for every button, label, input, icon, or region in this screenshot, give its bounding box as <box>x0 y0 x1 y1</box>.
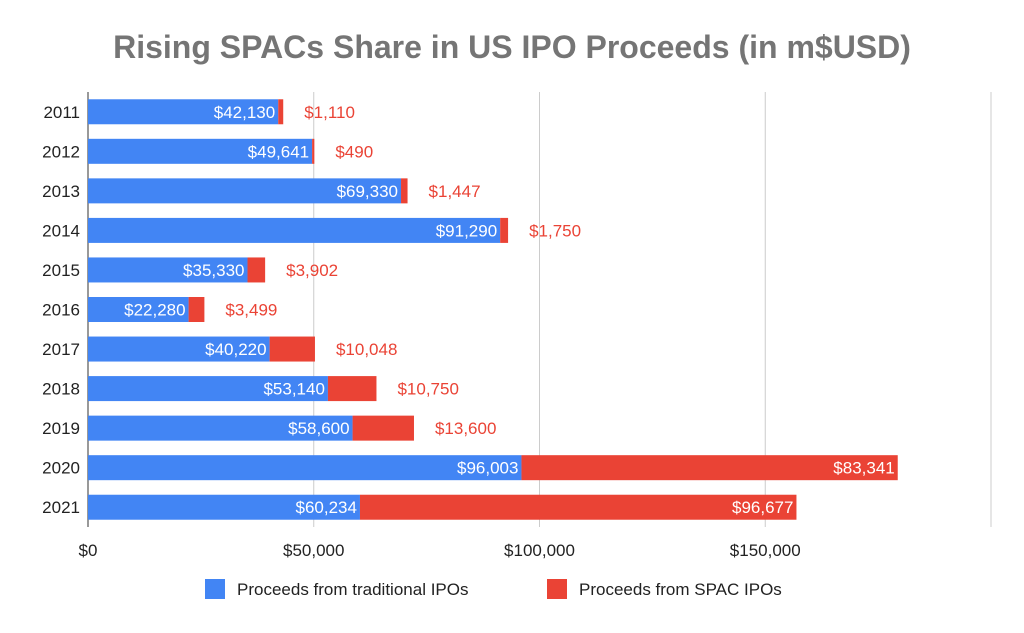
data-label-spac: $96,677 <box>732 498 793 517</box>
x-tick-label: $150,000 <box>730 541 801 560</box>
bar-spac <box>327 376 377 402</box>
data-label-spac: $1,447 <box>429 182 481 201</box>
bars <box>88 99 898 520</box>
data-label-spac: $490 <box>335 142 373 161</box>
gridlines <box>87 92 992 527</box>
bar-spac <box>269 336 315 362</box>
category-label: 2011 <box>43 103 80 122</box>
category-label: 2014 <box>42 221 80 240</box>
bar-traditional <box>88 178 402 204</box>
category-label: 2021 <box>42 498 80 517</box>
data-label-spac: $1,110 <box>304 103 355 122</box>
bar-traditional <box>88 455 522 481</box>
bar-spac <box>401 178 408 204</box>
category-labels: 2011 2012 2013 2014 2015 2016 2017 2018 2019 2020… <box>42 103 80 517</box>
category-label: 2012 <box>42 142 80 161</box>
bar-traditional <box>88 297 189 322</box>
bar-spac <box>188 297 205 322</box>
category-label: 2016 <box>42 301 80 320</box>
data-label-traditional: $42,130 <box>214 103 275 122</box>
bar-spac <box>500 217 509 243</box>
bar-traditional <box>88 376 328 402</box>
category-label: 2019 <box>42 419 80 438</box>
bar-traditional <box>88 415 353 441</box>
category-label: 2015 <box>42 261 80 280</box>
data-label-spac: $13,600 <box>435 419 496 438</box>
legend: Proceeds from traditional IPOs Proceeds f… <box>205 579 782 599</box>
data-label-spac: $10,750 <box>397 380 458 399</box>
x-tick-label: $50,000 <box>283 541 344 560</box>
bar-spac <box>352 415 414 441</box>
data-label-traditional: $53,140 <box>263 380 324 399</box>
category-label: 2013 <box>42 182 80 201</box>
data-label-spac: $3,902 <box>286 261 338 280</box>
legend-item-traditional-swatch <box>205 579 225 599</box>
legend-item-traditional-label: Proceeds from traditional IPOs <box>237 580 468 599</box>
bar-traditional <box>88 99 279 125</box>
bar-spac <box>278 99 284 125</box>
data-labels: $42,130 $1,110 $49,641 $490 $69,330 $1,447 $91… <box>124 103 895 517</box>
data-label-traditional: $22,280 <box>124 301 185 320</box>
data-label-traditional: $91,290 <box>436 221 497 240</box>
category-label: 2020 <box>42 459 80 478</box>
category-label: 2017 <box>42 340 80 359</box>
data-label-traditional: $69,330 <box>337 182 398 201</box>
bar-spac <box>359 494 797 520</box>
data-label-traditional: $60,234 <box>296 498 357 517</box>
legend-item-spac-label: Proceeds from SPAC IPOs <box>579 580 782 599</box>
bar-traditional <box>88 217 501 243</box>
data-label-spac: $1,750 <box>529 221 581 240</box>
category-label: 2018 <box>42 380 80 399</box>
data-label-traditional: $35,330 <box>183 261 244 280</box>
chart-title: Rising SPACs Share in US IPO Proceeds (i… <box>113 29 911 65</box>
x-tick-label: $100,000 <box>504 541 575 560</box>
bar-spac <box>247 257 266 283</box>
data-label-spac: $83,341 <box>833 459 894 478</box>
bar-spac <box>521 455 898 481</box>
x-tick-label: $0 <box>79 541 98 560</box>
data-label-traditional: $49,641 <box>248 142 309 161</box>
bar-traditional <box>88 336 270 362</box>
data-label-traditional: $40,220 <box>205 340 266 359</box>
bar-spac <box>312 138 315 164</box>
data-label-spac: $3,499 <box>225 301 277 320</box>
bar-traditional <box>88 138 313 164</box>
bar-traditional <box>88 257 248 283</box>
data-label-spac: $10,048 <box>336 340 397 359</box>
data-label-traditional: $96,003 <box>457 459 518 478</box>
data-label-traditional: $58,600 <box>288 419 349 438</box>
legend-item-spac-swatch <box>547 579 567 599</box>
bar-traditional <box>88 494 360 520</box>
x-tick-labels: $0 $50,000 $100,000 $150,000 <box>79 541 801 560</box>
